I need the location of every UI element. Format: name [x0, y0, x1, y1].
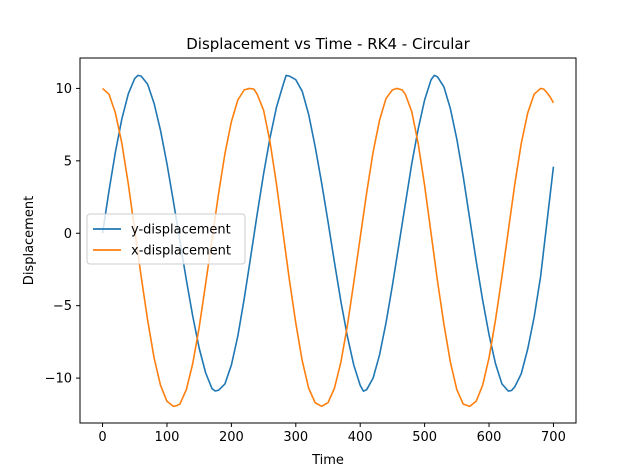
y-tick-label: −10 [45, 372, 72, 387]
x-axis: 0 100 200 300 400 500 600 700 [98, 423, 566, 445]
legend: y-displacement x-displacement [86, 213, 246, 265]
x-tick-label: 500 [412, 430, 437, 445]
plot-area-frame [79, 57, 577, 424]
y-axis-label: Displacement [22, 196, 37, 285]
x-tick-label: 700 [541, 430, 566, 445]
series-line-x-displacement [102, 87, 555, 408]
x-tick-label: 0 [98, 430, 106, 445]
chart-title: Displacement vs Time - RK4 - Circular [186, 35, 470, 53]
x-tick-label: 400 [348, 430, 373, 445]
x-tick-label: 100 [155, 430, 180, 445]
x-tick-label: 600 [477, 430, 502, 445]
legend-label: y-displacement [131, 223, 231, 238]
legend-box [86, 213, 246, 265]
y-axis: −10 −5 0 5 10 [45, 82, 80, 387]
x-axis-label: Time [311, 453, 344, 468]
y-tick-label: 10 [55, 82, 72, 97]
legend-label: x-displacement [131, 244, 231, 259]
y-tick-label: 5 [64, 154, 72, 169]
x-tick-label: 300 [283, 430, 308, 445]
y-tick-label: −5 [53, 299, 72, 314]
x-tick-label: 200 [219, 430, 244, 445]
y-tick-label: 0 [64, 227, 72, 242]
